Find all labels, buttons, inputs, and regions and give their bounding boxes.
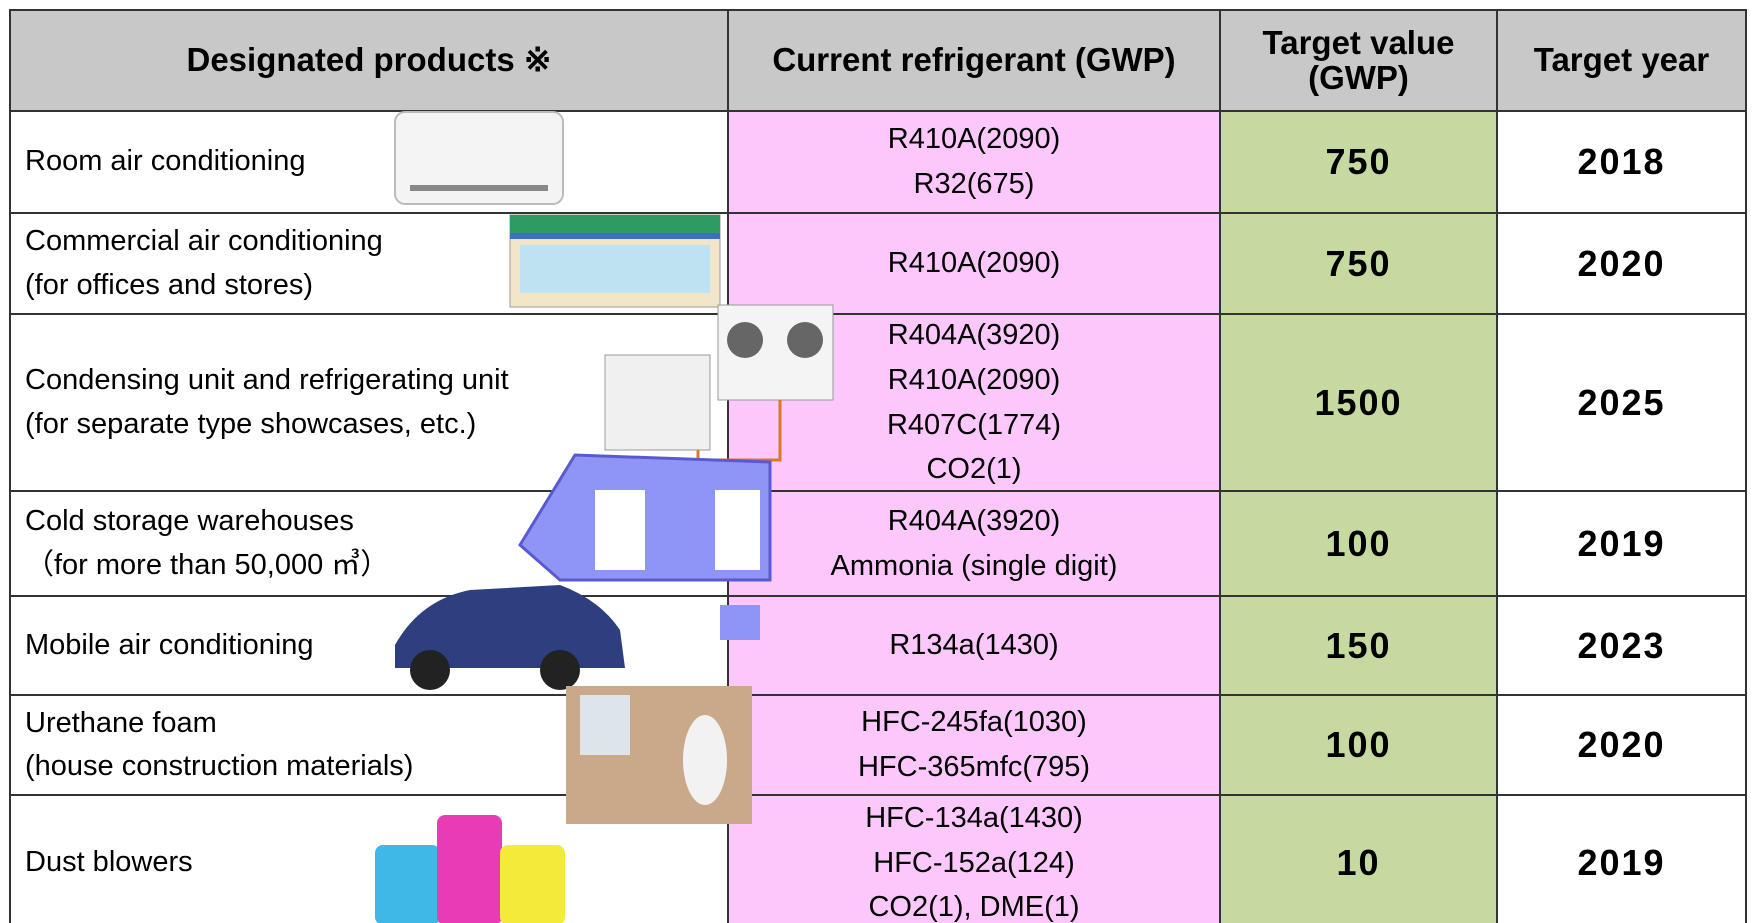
refrigerant-cell: R410A(2090) R32(675) [727,110,1221,214]
refrigerant-cell: R404A(3920) R410A(2090) R407C(1774) CO2(1) [727,313,1221,492]
refrigerant-text: HFC-152a(124) [873,846,1075,879]
product-cell: Condensing unit and refrigerating unit (f… [9,313,729,492]
header-text: Target value (GWP) [1262,23,1455,96]
target-value-cell: 100 [1219,490,1498,597]
refrigerant-cell: R404A(3920) Ammonia (single digit) [727,490,1221,597]
product-text: Dust blowers [25,846,193,879]
target-year-text: 2023 [1577,624,1666,666]
product-cell: Dust blowers [9,794,729,923]
header-cell: Designated products ※ [9,9,729,112]
product-text: Commercial air conditioning [25,225,383,257]
product-text: Mobile air conditioning [25,628,314,661]
refrigerant-text: CO2(1), DME(1) [868,891,1080,923]
refrigerant-cell: R410A(2090) [727,212,1221,315]
header-text: Current refrigerant (GWP) [772,41,1176,79]
product-cell: Mobile air conditioning [9,595,729,696]
target-year-cell: 2025 [1496,313,1747,492]
product-cell: Urethane foam (house construction materia… [9,694,729,796]
target-value-cell: 1500 [1219,313,1498,492]
target-value-text: 750 [1325,242,1392,284]
target-value-cell: 10 [1219,794,1498,923]
refrigerant-text: Ammonia (single digit) [830,549,1118,582]
target-year-cell: 2020 [1496,212,1747,315]
header-cell: Target year [1496,9,1747,112]
refrigerant-text: R410A(2090) [887,123,1061,156]
target-year-cell: 2020 [1496,694,1747,796]
product-text: (for offices and stores) [25,268,313,301]
target-year-text: 2025 [1577,381,1666,423]
refrigerant-text: R410A(2090) [887,363,1061,396]
target-value-cell: 750 [1219,212,1498,315]
target-year-text: 2020 [1577,724,1666,765]
target-value-cell: 100 [1219,694,1498,796]
refrigerant-text: R32(675) [913,168,1035,200]
refrigerant-text: R410A(2090) [887,247,1061,280]
refrigerant-cell: HFC-245fa(1030) HFC-365mfc(795) [727,694,1221,796]
header-text: Target year [1533,41,1710,79]
target-value-text: 10 [1336,842,1381,883]
refrigerant-text: HFC-245fa(1030) [861,706,1087,739]
target-value-text: 150 [1325,624,1392,666]
refrigerant-cell: HFC-134a(1430) HFC-152a(124) CO2(1), DME(1… [727,794,1221,923]
product-text: (for separate type showcases, etc.) [25,407,477,440]
header-cell: Target value (GWP) [1219,9,1498,112]
target-value-text: 750 [1325,141,1392,182]
product-text: Condensing unit and refrigerating unit [25,364,509,396]
refrigerant-text: HFC-134a(1430) [865,801,1083,834]
target-value-text: 100 [1325,522,1392,564]
refrigerant-text: R404A(3920) [887,318,1061,351]
target-year-cell: 2023 [1496,595,1747,696]
refrigerant-text: R134a(1430) [889,629,1059,662]
product-text: Urethane foam [25,706,217,739]
product-text: (house construction materials) [25,750,414,782]
refrigerant-text: R404A(3920) [887,504,1061,537]
header-cell: Current refrigerant (GWP) [727,9,1221,112]
target-year-text: 2020 [1577,242,1666,284]
product-cell: Commercial air conditioning (for offices … [9,212,729,315]
target-year-cell: 2019 [1496,490,1747,597]
target-year-cell: 2019 [1496,794,1747,923]
target-value-text: 100 [1325,724,1392,765]
refrigerant-cell: R134a(1430) [727,595,1221,696]
refrigerant-text: CO2(1) [926,453,1022,486]
refrigerant-text: R407C(1774) [886,408,1062,441]
target-year-text: 2019 [1577,842,1666,883]
header-text: Designated products ※ [186,41,552,79]
target-value-cell: 150 [1219,595,1498,696]
target-year-text: 2018 [1577,141,1666,182]
product-cell: Cold storage warehouses （for more than 50… [9,490,729,597]
product-cell: Room air conditioning [9,110,729,214]
target-year-cell: 2018 [1496,110,1747,214]
product-text: Cold storage warehouses [25,505,354,537]
target-year-text: 2019 [1577,522,1666,564]
product-text: （for more than 50,000 ㎥） [25,548,390,581]
refrigerant-text: HFC-365mfc(795) [857,751,1091,783]
product-text: Room air conditioning [25,145,306,178]
target-value-cell: 750 [1219,110,1498,214]
target-value-text: 1500 [1314,381,1403,423]
